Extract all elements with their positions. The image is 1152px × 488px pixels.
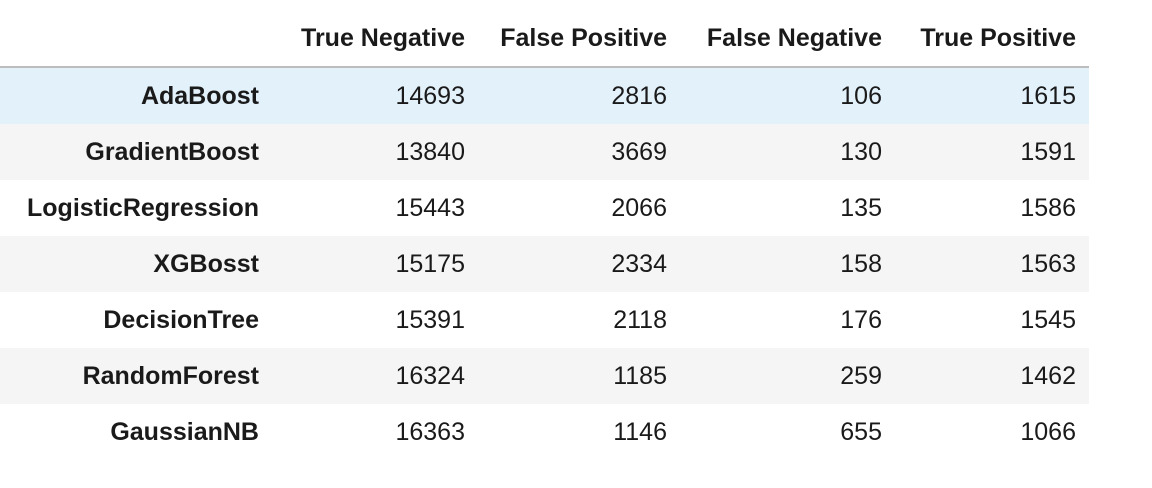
cell: 1185 — [613, 361, 667, 390]
row-label: RandomForest — [82, 361, 259, 390]
cell: 16324 — [395, 361, 465, 390]
cell: 1563 — [1020, 249, 1076, 278]
cell: 655 — [840, 417, 882, 446]
index-header — [0, 10, 272, 68]
confusion-matrix-table: True Negative False Positive False Negat… — [0, 10, 1089, 460]
cell: 2066 — [611, 193, 667, 222]
row-label: AdaBoost — [140, 81, 259, 110]
cell: 2816 — [611, 81, 667, 110]
cell: 130 — [840, 137, 882, 166]
cell: 1146 — [613, 417, 667, 446]
cell: 1586 — [1020, 193, 1076, 222]
cell: 3669 — [611, 137, 667, 166]
cell: 1615 — [1020, 81, 1076, 110]
table-row: RandomForest 16324 1185 259 1462 — [0, 348, 1089, 404]
cell: 1545 — [1020, 305, 1076, 334]
row-label: GradientBoost — [85, 137, 259, 166]
table-row: LogisticRegression 15443 2066 135 1586 — [0, 180, 1089, 236]
cell: 106 — [840, 81, 882, 110]
table-row: GaussianNB 16363 1146 655 1066 — [0, 404, 1089, 460]
table-row: AdaBoost 14693 2816 106 1615 — [0, 67, 1089, 124]
table-row: XGBosst 15175 2334 158 1563 — [0, 236, 1089, 292]
cell: 135 — [840, 193, 882, 222]
header-row: True Negative False Positive False Negat… — [0, 10, 1089, 68]
cell: 2334 — [611, 249, 667, 278]
cell: 1462 — [1020, 361, 1076, 390]
row-label: XGBosst — [153, 249, 259, 278]
cell: 14693 — [395, 81, 465, 110]
cell: 16363 — [395, 417, 465, 446]
column-header: True Negative — [272, 10, 478, 68]
column-header: False Positive — [478, 10, 680, 68]
cell: 1066 — [1020, 417, 1076, 446]
row-label: DecisionTree — [103, 305, 259, 334]
cell: 13840 — [395, 137, 465, 166]
cell: 15443 — [395, 193, 465, 222]
table-row: DecisionTree 15391 2118 176 1545 — [0, 292, 1089, 348]
column-header: True Positive — [895, 10, 1089, 68]
cell: 158 — [840, 249, 882, 278]
cell: 2118 — [613, 305, 667, 334]
cell: 176 — [840, 305, 882, 334]
table-row: GradientBoost 13840 3669 130 1591 — [0, 124, 1089, 180]
cell: 15391 — [395, 305, 465, 334]
row-label: GaussianNB — [110, 417, 259, 446]
column-header: False Negative — [680, 10, 895, 68]
cell: 15175 — [395, 249, 465, 278]
cell: 1591 — [1020, 137, 1076, 166]
cell: 259 — [840, 361, 882, 390]
dataframe-output: True Negative False Positive False Negat… — [0, 10, 1089, 460]
row-label: LogisticRegression — [27, 193, 259, 222]
